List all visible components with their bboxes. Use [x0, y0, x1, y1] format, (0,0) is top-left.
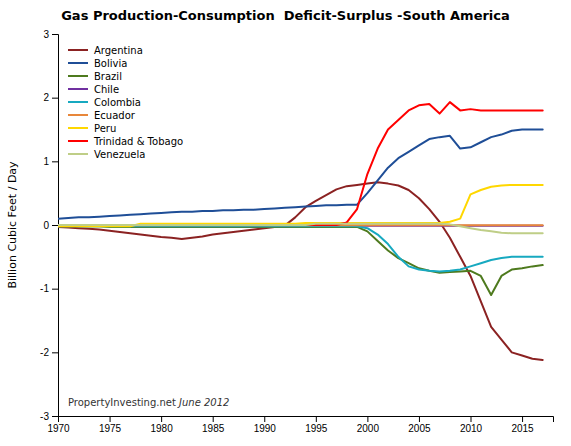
axis-line [52, 35, 59, 417]
legend-item: Trinidad & Tobago [68, 136, 183, 147]
tick-mark [52, 161, 58, 162]
tick-label: 2005 [408, 423, 431, 434]
legend-swatch [68, 114, 88, 116]
legend-item: Brazil [68, 71, 122, 82]
tick-mark [52, 289, 58, 290]
tick-label: -1 [40, 283, 49, 294]
legend-label: Brazil [94, 71, 122, 82]
tick-label: 2000 [357, 423, 380, 434]
legend-swatch [68, 88, 88, 90]
tick: 1975 [99, 416, 122, 434]
legend-item: Argentina [68, 45, 143, 56]
legend-swatch [68, 140, 88, 142]
tick: 0 [43, 220, 58, 231]
tick-mark [52, 416, 58, 417]
tick: 1 [43, 156, 58, 167]
title: Gas Production-Consumption Deficit-Surpl… [61, 8, 510, 23]
tick: 2 [43, 92, 58, 103]
legend-swatch [68, 153, 88, 155]
tick: 2005 [408, 416, 431, 434]
tick: -1 [40, 283, 58, 294]
tick-mark [52, 225, 58, 226]
series-line [58, 185, 543, 226]
legend-label: Chile [94, 84, 119, 95]
tick: -3 [40, 411, 58, 422]
legend-label: Bolivia [94, 58, 127, 69]
tick-mark [52, 352, 58, 353]
series-line [58, 102, 543, 225]
series-line [58, 226, 543, 271]
tick-mark [471, 416, 472, 422]
tick: 2010 [460, 416, 483, 434]
legend-item: Ecuador [68, 110, 136, 121]
tick: 2000 [357, 416, 380, 434]
tick-label: 1 [43, 156, 49, 167]
tick-mark [52, 98, 58, 99]
legend-item: Chile [68, 84, 119, 95]
legend-label: Colombia [94, 97, 141, 108]
tick-mark [213, 416, 214, 422]
tick-label: 1970 [47, 423, 70, 434]
y-axis: -3 -2 -1 0 1 2 3 [40, 29, 58, 422]
legend-swatch [68, 62, 88, 64]
legend-swatch [68, 127, 88, 129]
tick-label: 2015 [511, 423, 534, 434]
series-line [58, 130, 543, 219]
annotation: PropertyInvesting.net June 2012 [68, 397, 229, 408]
tick-label: 2 [43, 92, 49, 103]
tick-mark [110, 416, 111, 422]
tick-mark [522, 416, 523, 422]
legend-item: Venezuela [68, 149, 145, 160]
lines [58, 102, 543, 360]
tick: 1995 [305, 416, 328, 434]
x-axis: 1970 1975 1980 1985 1990 1995 2000 2005 2010 2015 [47, 416, 553, 434]
legend-swatch [68, 49, 88, 51]
tick: -2 [40, 347, 58, 358]
tick-label: 1990 [254, 423, 277, 434]
series-line [58, 224, 543, 234]
legend-label: Peru [94, 123, 116, 134]
legend-swatch [68, 75, 88, 77]
legend: Argentina Bolivia Brazil Chile Colombia Ecuad… [68, 45, 183, 160]
tick-label: 1975 [99, 423, 122, 434]
tick-mark [264, 416, 265, 422]
axis-line [59, 417, 554, 423]
tick-label: -3 [40, 411, 49, 422]
tick-label: 3 [43, 29, 49, 40]
legend-label: Venezuela [94, 149, 145, 160]
tick-label: 1980 [151, 423, 174, 434]
tick: 3 [43, 29, 58, 40]
chart: Gas Production-Consumption Deficit-Surpl… [0, 0, 571, 446]
tick: 1990 [254, 416, 277, 434]
tick-label: 0 [43, 220, 49, 231]
series-line [58, 182, 543, 360]
tick-mark [316, 416, 317, 422]
annotation-text: June 2012 [176, 397, 230, 408]
legend-swatch [68, 101, 88, 103]
tick: 1985 [202, 416, 225, 434]
tick-mark [419, 416, 420, 422]
legend-label: Argentina [94, 45, 143, 56]
tick-mark [52, 34, 58, 35]
annotation-text: PropertyInvesting.net [68, 397, 176, 408]
series-line [58, 226, 543, 295]
tick-mark [367, 416, 368, 422]
legend-item: Peru [68, 123, 116, 134]
plot: 1970 1975 1980 1985 1990 1995 2000 2005 2010 2015… [40, 29, 553, 434]
legend-label: Trinidad & Tobago [93, 136, 183, 147]
tick: 1980 [151, 416, 174, 434]
tick-label: 1985 [202, 423, 225, 434]
y-axis-label: Billion Cubic Feet / Day [6, 161, 19, 289]
tick-label: -2 [40, 347, 49, 358]
tick: 1970 [47, 416, 70, 434]
tick: 2015 [511, 416, 534, 434]
legend-item: Bolivia [68, 58, 127, 69]
legend-item: Colombia [68, 97, 141, 108]
tick-label: 2010 [460, 423, 483, 434]
legend-label: Ecuador [94, 110, 136, 121]
tick-mark [161, 416, 162, 422]
tick-label: 1995 [305, 423, 328, 434]
